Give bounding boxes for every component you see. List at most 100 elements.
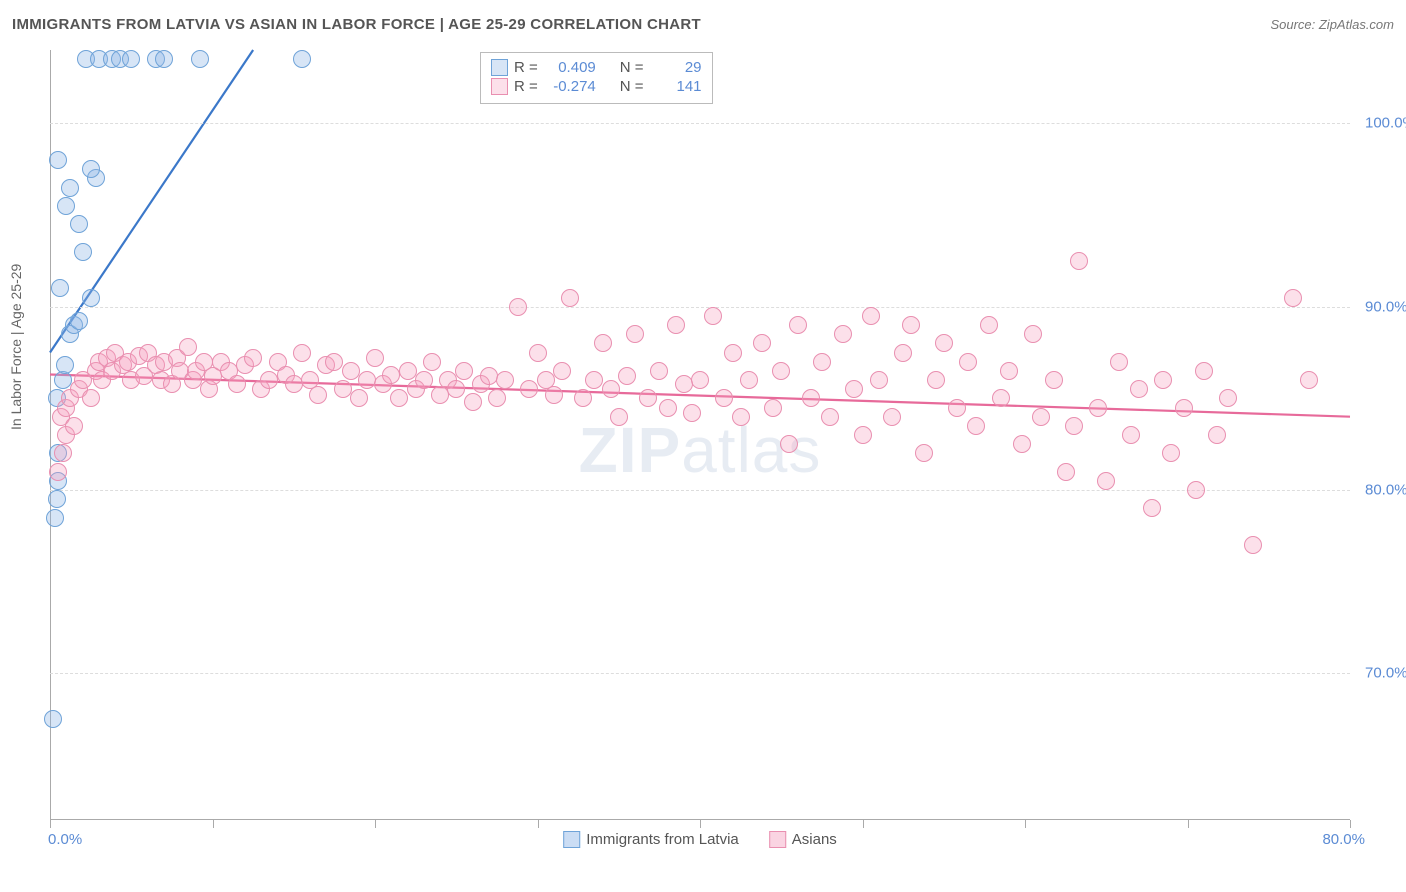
data-point	[927, 371, 945, 389]
data-point	[883, 408, 901, 426]
data-point	[285, 375, 303, 393]
data-point	[935, 334, 953, 352]
r-value: -0.274	[544, 78, 596, 95]
data-point	[1122, 426, 1140, 444]
data-point	[802, 389, 820, 407]
data-point	[683, 404, 701, 422]
data-point	[358, 371, 376, 389]
data-point	[585, 371, 603, 389]
data-point	[46, 509, 64, 527]
xtick-mark	[700, 820, 701, 828]
n-label: N =	[620, 59, 644, 76]
data-point	[1024, 325, 1042, 343]
data-point	[1154, 371, 1172, 389]
ytick-label: 100.0%	[1355, 115, 1406, 132]
data-point	[309, 386, 327, 404]
data-point	[399, 362, 417, 380]
xtick-mark	[213, 820, 214, 828]
data-point	[44, 710, 62, 728]
data-point	[574, 389, 592, 407]
chart-header: IMMIGRANTS FROM LATVIA VS ASIAN IN LABOR…	[0, 0, 1406, 40]
data-point	[56, 356, 74, 374]
data-point	[61, 179, 79, 197]
r-label: R =	[514, 78, 538, 95]
data-point	[659, 399, 677, 417]
data-point	[753, 334, 771, 352]
data-point	[602, 380, 620, 398]
data-point	[1000, 362, 1018, 380]
data-point	[545, 386, 563, 404]
yaxis-label: In Labor Force | Age 25-29	[8, 264, 24, 430]
data-point	[992, 389, 1010, 407]
data-point	[1208, 426, 1226, 444]
data-point	[821, 408, 839, 426]
data-point	[179, 338, 197, 356]
data-point	[1130, 380, 1148, 398]
data-point	[854, 426, 872, 444]
legend-label: Asians	[792, 831, 837, 848]
correlation-row: R =-0.274N =141	[491, 78, 702, 95]
data-point	[980, 316, 998, 334]
data-point	[1284, 289, 1302, 307]
chart-plot-area: ZIPatlas R =0.409N =29R =-0.274N =141 0.…	[50, 50, 1350, 820]
data-point	[529, 344, 547, 362]
legend-item: Immigrants from Latvia	[563, 831, 739, 848]
data-point	[1097, 472, 1115, 490]
xtick-mark	[538, 820, 539, 828]
data-point	[447, 380, 465, 398]
data-point	[915, 444, 933, 462]
data-point	[724, 344, 742, 362]
xtick-mark	[375, 820, 376, 828]
data-point	[415, 371, 433, 389]
data-point	[553, 362, 571, 380]
data-point	[1013, 435, 1031, 453]
correlation-legend-box: R =0.409N =29R =-0.274N =141	[480, 52, 713, 104]
r-value: 0.409	[544, 59, 596, 76]
data-point	[191, 50, 209, 68]
data-point	[325, 353, 343, 371]
legend-swatch	[491, 59, 508, 76]
n-label: N =	[620, 78, 644, 95]
data-point	[82, 160, 100, 178]
xtick-mark	[50, 820, 51, 828]
data-point	[1143, 499, 1161, 517]
data-point	[366, 349, 384, 367]
data-point	[1065, 417, 1083, 435]
data-point	[894, 344, 912, 362]
xtick-mark	[863, 820, 864, 828]
data-point	[1187, 481, 1205, 499]
data-point	[610, 408, 628, 426]
data-point	[789, 316, 807, 334]
data-point	[667, 316, 685, 334]
data-point	[870, 371, 888, 389]
data-point	[1195, 362, 1213, 380]
xtick-mark	[1188, 820, 1189, 828]
data-point	[334, 380, 352, 398]
data-point	[764, 399, 782, 417]
grid-line	[50, 673, 1350, 674]
data-point	[1070, 252, 1088, 270]
data-point	[342, 362, 360, 380]
data-point	[780, 435, 798, 453]
data-point	[650, 362, 668, 380]
data-point	[350, 389, 368, 407]
data-point	[228, 375, 246, 393]
legend-label: Immigrants from Latvia	[586, 831, 739, 848]
data-point	[626, 325, 644, 343]
data-point	[57, 197, 75, 215]
data-point	[948, 399, 966, 417]
data-point	[813, 353, 831, 371]
data-point	[732, 408, 750, 426]
grid-line	[50, 123, 1350, 124]
data-point	[1045, 371, 1063, 389]
data-point	[70, 215, 88, 233]
data-point	[496, 371, 514, 389]
data-point	[390, 389, 408, 407]
correlation-row: R =0.409N =29	[491, 59, 702, 76]
data-point	[1089, 399, 1107, 417]
legend-swatch	[491, 78, 508, 95]
data-point	[49, 463, 67, 481]
n-value: 29	[650, 59, 702, 76]
data-point	[1057, 463, 1075, 481]
data-point	[82, 289, 100, 307]
